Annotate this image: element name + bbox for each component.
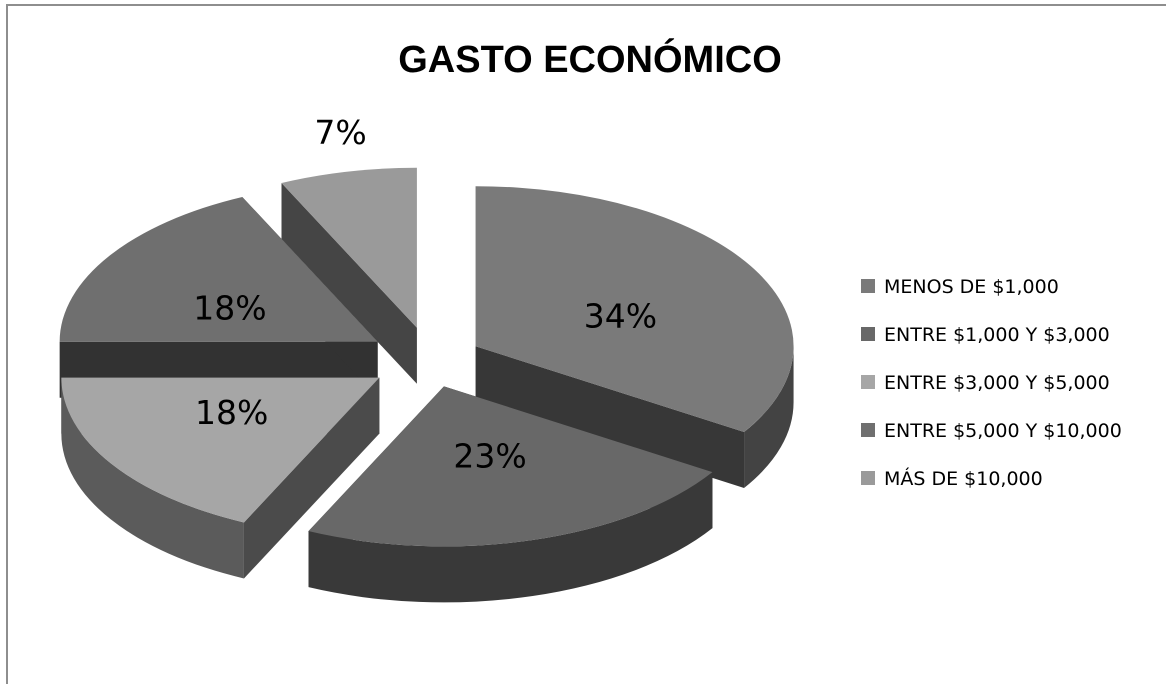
legend-swatch [861,279,875,293]
legend-item-5: MÁS DE $10,000 [861,467,1043,490]
slice-side-wall [281,183,417,384]
slice-top [281,167,417,328]
slice-top [61,377,380,523]
legend: MENOS DE $1,000 ENTRE $1,000 Y $3,000 ENTR… [861,276,1122,490]
legend-label: MÁS DE $10,000 [884,467,1043,490]
legend-label: MENOS DE $1,000 [884,276,1059,298]
slice-top [59,196,378,342]
chart-title: GASTO ECONÓMICO [398,37,782,81]
pie-area [59,167,794,603]
legend-swatch [861,471,875,485]
legend-item-3: ENTRE $3,000 Y $5,000 [861,372,1110,394]
legend-swatch [861,375,875,389]
data-label-2: 23% [453,437,526,476]
pie-slice-1 [475,186,794,488]
legend-label: ENTRE $3,000 Y $5,000 [884,372,1110,394]
slice-outer-wall [308,472,713,603]
slice-top [475,186,794,432]
pie-slice-5 [281,167,417,384]
slice-top [308,386,713,547]
data-label-1: 34% [584,296,657,335]
legend-item-1: MENOS DE $1,000 [861,276,1059,298]
data-labels: 34% 23% 18% 18% 7% [193,113,657,476]
legend-item-2: ENTRE $1,000 Y $3,000 [861,324,1110,346]
data-label-3: 18% [195,393,268,432]
data-label-4: 18% [193,288,266,327]
legend-label: ENTRE $1,000 Y $3,000 [884,324,1110,346]
slice-outer-wall [744,346,794,488]
pie-slice-3 [61,377,380,579]
legend-swatch [861,423,875,437]
slice-side-wall [475,346,745,488]
data-label-5: 7% [314,113,366,152]
slice-outer-wall [61,377,244,579]
chart-frame [6,4,1166,684]
legend-label: ENTRE $5,000 Y $10,000 [884,420,1122,442]
pie-slice-2 [308,386,713,603]
legend-swatch [861,327,875,341]
legend-item-4: ENTRE $5,000 Y $10,000 [861,420,1122,442]
